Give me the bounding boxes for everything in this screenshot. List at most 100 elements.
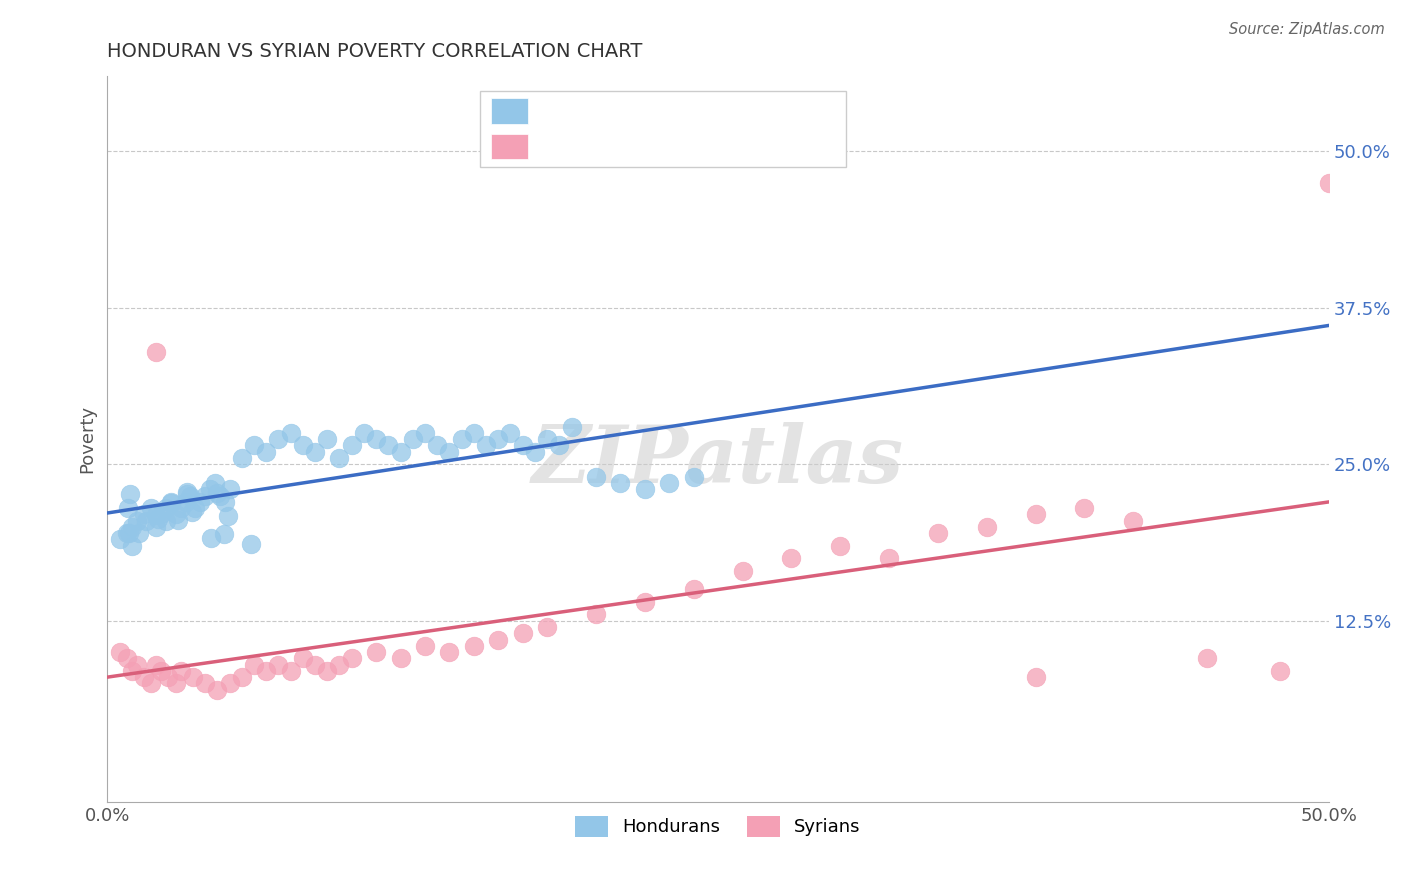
Point xyxy=(176,487,198,501)
Point xyxy=(1122,514,1144,528)
Point xyxy=(291,438,314,452)
Point xyxy=(148,512,170,526)
Point xyxy=(402,432,425,446)
Point xyxy=(353,425,375,440)
Point xyxy=(439,444,461,458)
Point xyxy=(658,476,681,491)
Point xyxy=(560,419,582,434)
Point xyxy=(115,651,138,665)
Point xyxy=(167,513,190,527)
Point xyxy=(439,645,461,659)
Point xyxy=(155,514,177,528)
Point xyxy=(176,485,198,500)
Point xyxy=(165,676,187,690)
Point xyxy=(160,495,183,509)
Point xyxy=(682,582,704,597)
Point xyxy=(254,444,277,458)
Point xyxy=(118,525,141,540)
Point xyxy=(830,539,852,553)
Y-axis label: Poverty: Poverty xyxy=(79,405,96,474)
Point xyxy=(181,505,204,519)
Point xyxy=(121,539,143,553)
Point xyxy=(1025,508,1047,522)
Point xyxy=(976,520,998,534)
Point xyxy=(214,526,236,541)
Point xyxy=(217,509,239,524)
Point xyxy=(243,438,266,452)
Point xyxy=(364,432,387,446)
Point xyxy=(145,344,167,359)
Point xyxy=(475,438,498,452)
Point xyxy=(1025,670,1047,684)
Point xyxy=(150,664,173,678)
Point xyxy=(413,639,436,653)
Point xyxy=(634,483,657,497)
Point xyxy=(115,526,138,541)
Point xyxy=(413,425,436,440)
Point xyxy=(499,425,522,440)
Point xyxy=(165,508,187,522)
Point xyxy=(512,438,534,452)
Point xyxy=(117,500,139,515)
Point xyxy=(208,489,231,503)
Point xyxy=(328,657,350,672)
Point xyxy=(463,425,485,440)
Point xyxy=(254,664,277,678)
Point xyxy=(1195,651,1218,665)
Point xyxy=(169,664,191,678)
Point xyxy=(634,595,657,609)
Point xyxy=(328,450,350,465)
Point xyxy=(188,495,211,509)
Point xyxy=(1268,664,1291,678)
Point xyxy=(194,489,217,503)
Point xyxy=(198,483,221,497)
Point xyxy=(585,607,607,622)
Point xyxy=(523,444,546,458)
Point xyxy=(184,501,207,516)
Point xyxy=(179,489,201,503)
Point xyxy=(267,432,290,446)
Point xyxy=(536,620,558,634)
Point xyxy=(463,639,485,653)
Point xyxy=(150,508,173,522)
Point xyxy=(291,651,314,665)
Point xyxy=(135,514,157,528)
Legend: Hondurans, Syrians: Hondurans, Syrians xyxy=(568,809,868,844)
Text: HONDURAN VS SYRIAN POVERTY CORRELATION CHART: HONDURAN VS SYRIAN POVERTY CORRELATION C… xyxy=(107,42,643,61)
Point xyxy=(486,432,509,446)
Point xyxy=(267,657,290,672)
Point xyxy=(585,470,607,484)
Point xyxy=(128,526,150,541)
Point xyxy=(340,651,363,665)
Point xyxy=(450,432,472,446)
Point xyxy=(304,444,326,458)
Point xyxy=(181,670,204,684)
Text: ZIPatlas: ZIPatlas xyxy=(531,422,904,500)
Point xyxy=(536,432,558,446)
Point xyxy=(108,645,131,659)
Point xyxy=(316,432,339,446)
Point xyxy=(194,676,217,690)
Point xyxy=(927,526,949,541)
Point xyxy=(205,486,228,500)
Point xyxy=(280,425,302,440)
Point xyxy=(214,495,236,509)
Point xyxy=(389,444,412,458)
Point xyxy=(231,670,253,684)
Point xyxy=(121,664,143,678)
Point xyxy=(364,645,387,659)
Point xyxy=(141,501,163,516)
Text: Source: ZipAtlas.com: Source: ZipAtlas.com xyxy=(1229,22,1385,37)
Point xyxy=(132,670,155,684)
Point xyxy=(159,496,181,510)
Point xyxy=(218,676,240,690)
Point xyxy=(389,651,412,665)
Point xyxy=(145,508,167,522)
Point xyxy=(204,476,226,491)
Point xyxy=(169,501,191,516)
Point xyxy=(157,670,180,684)
Point xyxy=(426,438,449,452)
Point xyxy=(174,495,197,509)
Point xyxy=(731,564,754,578)
Point xyxy=(118,487,141,501)
